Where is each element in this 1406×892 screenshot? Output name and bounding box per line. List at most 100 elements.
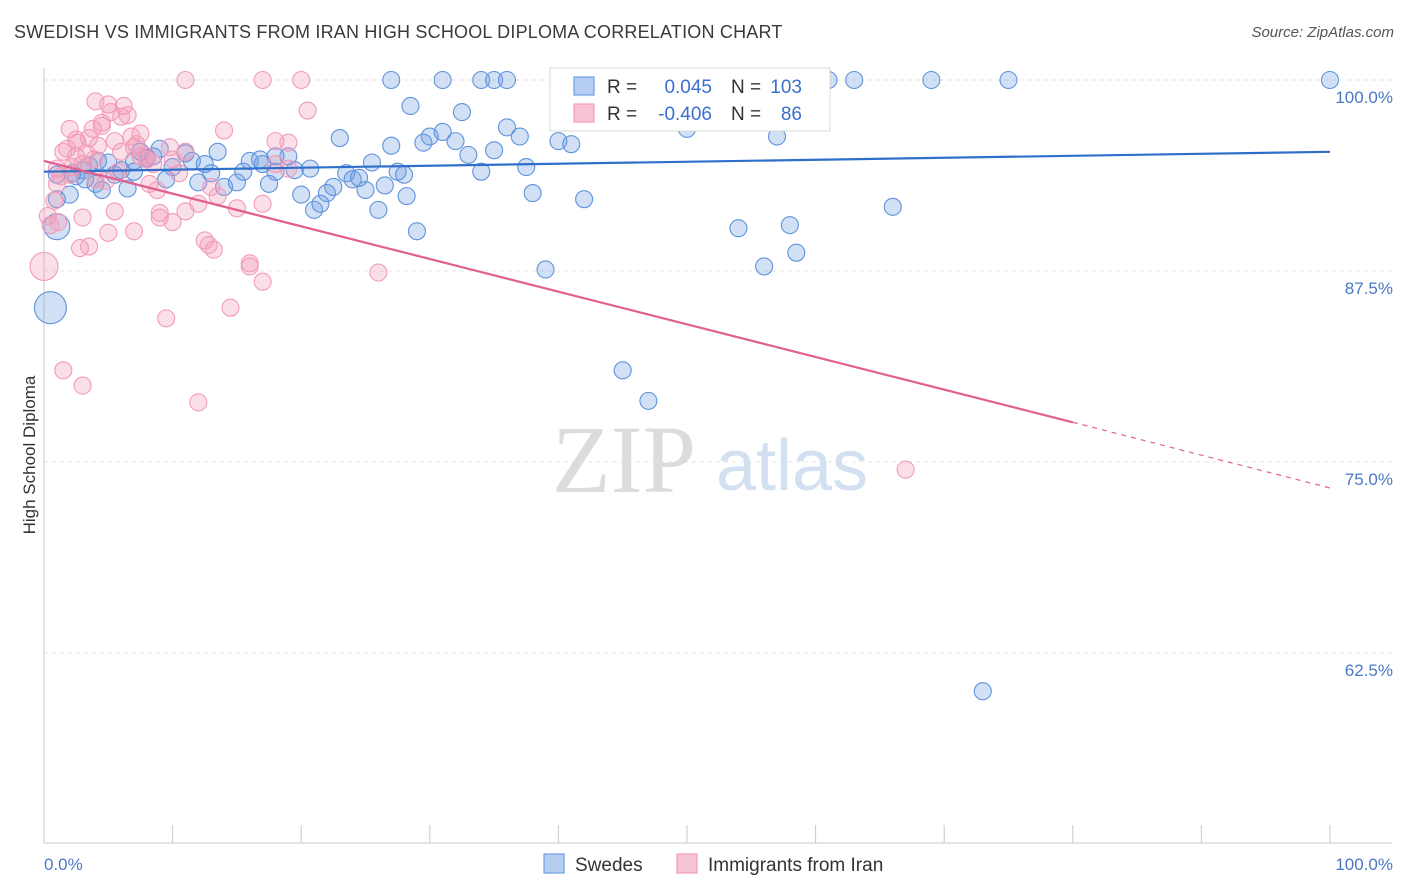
swedes-point xyxy=(613,361,632,380)
swedes-point xyxy=(369,200,388,219)
swedes-point xyxy=(311,194,330,213)
iran-point xyxy=(38,206,57,226)
iran-point xyxy=(253,272,272,291)
swedes-point xyxy=(485,141,504,160)
iran-trend-extension xyxy=(1072,421,1331,489)
swedes-point xyxy=(343,170,362,189)
swedes-point xyxy=(497,70,517,90)
iran-point xyxy=(73,376,92,395)
swedes-point xyxy=(523,184,542,203)
iran-point xyxy=(73,208,92,227)
y-axis-label: High School Diploma xyxy=(20,375,39,534)
legend-r-label-2: R = xyxy=(607,104,637,125)
legend-swatch-swedes xyxy=(573,76,595,96)
swedes-point xyxy=(446,132,465,151)
bottom-legend-swedes: Swedes xyxy=(575,855,643,876)
swedes-point xyxy=(433,122,452,142)
watermark-zip: ZIP xyxy=(552,406,696,513)
iran-point xyxy=(105,202,124,221)
iran-point xyxy=(176,202,195,221)
iran-point xyxy=(127,135,146,154)
iran-trend-line xyxy=(43,159,1074,424)
y-tick-label: 75.0% xyxy=(1345,470,1393,489)
swedes-point xyxy=(639,391,658,410)
swedes-point xyxy=(382,70,401,90)
iran-point xyxy=(68,133,87,152)
swedes-point xyxy=(922,70,941,90)
swedes-point xyxy=(33,291,67,325)
swedes-point xyxy=(60,185,79,204)
iran-point xyxy=(79,237,99,256)
iran-point xyxy=(266,132,285,151)
iran-point xyxy=(85,150,104,169)
x-tick-labels: 0.0% 100.0% xyxy=(44,855,1393,874)
iran-point xyxy=(150,203,169,222)
legend-box: R = 0.045 N = 103 R = -0.406 N = 86 xyxy=(549,67,831,132)
iran-point xyxy=(157,309,176,328)
swedes-point xyxy=(536,260,555,279)
legend-n-value-2: 86 xyxy=(781,104,802,125)
swedes-point xyxy=(755,257,774,276)
iran-point xyxy=(92,116,111,135)
swedes-point xyxy=(350,168,369,187)
swedes-trend-line xyxy=(43,150,1331,173)
y-tick-labels: 100.0% 87.5% 75.0% 62.5% xyxy=(1335,88,1393,680)
iran-point xyxy=(253,70,272,90)
iran-point xyxy=(70,239,90,258)
iran-point xyxy=(896,460,915,479)
watermark: ZIP atlas xyxy=(552,406,868,513)
swedes-point xyxy=(234,162,253,181)
swedes-point xyxy=(227,173,246,192)
iran-point xyxy=(58,139,77,158)
iran-point xyxy=(253,194,272,213)
iran-point xyxy=(163,213,182,232)
bottom-legend-iran: Immigrants from Iran xyxy=(708,855,883,876)
iran-point xyxy=(214,121,234,140)
swedes-point xyxy=(472,162,491,181)
iran-point xyxy=(189,393,208,412)
iran-point xyxy=(49,213,68,232)
swedes-point xyxy=(330,129,349,148)
iran-point xyxy=(292,70,311,90)
y-tick-label: 100.0% xyxy=(1335,88,1393,107)
swedes-point xyxy=(575,190,594,209)
swedes-point xyxy=(208,142,227,161)
source-label: Source: ZipAtlas.com xyxy=(1251,24,1394,41)
swedes-point xyxy=(485,70,504,90)
swedes-point xyxy=(124,162,144,181)
swedes-point xyxy=(517,158,536,177)
legend-r-value-1: 0.045 xyxy=(664,77,712,98)
y-tick-label: 87.5% xyxy=(1345,279,1393,298)
iran-point xyxy=(169,164,189,183)
swedes-point xyxy=(414,133,433,152)
iran-point xyxy=(45,191,64,210)
swedes-point xyxy=(510,127,529,146)
swedes-point xyxy=(787,243,806,262)
iran-point xyxy=(369,263,388,282)
swedes-point xyxy=(459,145,478,164)
chart-title: SWEDISH VS IMMIGRANTS FROM IRAN HIGH SCH… xyxy=(14,22,783,42)
x-tick-label-start: 0.0% xyxy=(44,855,83,874)
swedes-point xyxy=(395,165,414,184)
swedes-point xyxy=(285,161,304,180)
swedes-point xyxy=(1320,70,1340,90)
iran-point xyxy=(124,222,144,241)
bottom-legend-swatch-iran xyxy=(676,853,698,874)
y-tick-label: 62.5% xyxy=(1345,661,1393,680)
swedes-point xyxy=(324,177,343,197)
iran-point xyxy=(105,132,124,151)
iran-point xyxy=(176,70,195,90)
swedes-point xyxy=(883,197,902,216)
iran-point xyxy=(160,138,180,157)
watermark-atlas: atlas xyxy=(716,426,868,506)
legend-n-value-1: 103 xyxy=(770,77,802,98)
legend-r-label-1: R = xyxy=(607,77,637,98)
legend-n-label-2: N = xyxy=(731,104,761,125)
iran-point xyxy=(99,223,118,242)
swedes-point xyxy=(362,153,381,172)
bottom-legend-swatch-swedes xyxy=(543,853,565,874)
iran-point xyxy=(240,257,259,276)
iran-point xyxy=(29,251,59,281)
bottom-legend: Swedes Immigrants from Iran xyxy=(543,853,883,876)
trend-lines xyxy=(43,150,1331,489)
